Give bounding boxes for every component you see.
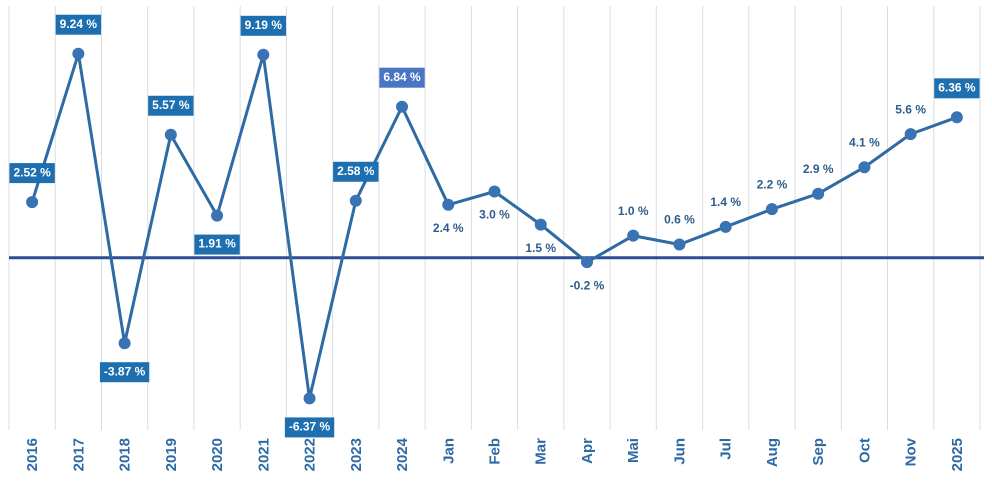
data-label: -6.37 % [284,417,335,438]
data-point [812,187,825,200]
data-point [765,203,778,216]
data-label: 4.1 % [849,135,880,149]
data-point [904,128,917,141]
data-label-text: 1.5 % [525,241,556,255]
data-label: 1.91 % [194,234,240,255]
x-tick-label: Sep [810,438,827,466]
data-point [303,392,316,405]
x-tick-label: Mai [625,438,642,463]
x-tick-label: 2016 [24,438,41,471]
data-label-box [934,78,980,99]
data-label: -0.2 % [570,278,605,292]
x-tick-label: 2023 [348,438,365,471]
data-label: 9.19 % [240,15,286,36]
x-tick-label: Feb [487,438,504,465]
data-label-text: 0.6 % [664,213,695,227]
data-label-box [9,163,55,184]
data-point [72,47,85,60]
data-point [349,194,362,207]
data-label: 1.5 % [525,241,556,255]
data-label: 5.6 % [895,102,926,116]
gridlines [8,6,981,430]
data-label-text: 4.1 % [849,135,880,149]
data-label-box [148,95,194,116]
data-label: 6.84 % [379,67,425,88]
x-tick-label: 2025 [949,438,966,471]
data-label-text: 5.6 % [895,102,926,116]
data-label-text: 2.52 % [13,165,51,179]
x-tick-label: Apr [579,438,596,464]
data-point [580,256,593,269]
data-label-box [333,161,379,182]
data-label-box [194,234,240,255]
x-tick-label: Jan [440,438,457,464]
data-label: 2.58 % [333,161,379,182]
data-point [442,198,455,211]
data-label-text: 6.36 % [938,80,976,94]
data-label: 5.57 % [148,95,194,116]
data-label-text: 5.57 % [152,98,190,112]
data-label: 0.6 % [664,213,695,227]
data-point [673,238,686,251]
data-point [719,220,732,233]
data-label: 3.0 % [479,208,510,222]
data-label: -3.87 % [99,362,150,383]
data-point [118,337,131,350]
x-tick-label: 2018 [117,438,134,471]
x-tick-label: Nov [903,437,920,466]
data-label-box [284,417,335,438]
data-label-text: 2.9 % [803,162,834,176]
data-point [858,161,871,174]
data-point [211,209,224,222]
data-label-text: 2.2 % [757,177,788,191]
data-label: 2.4 % [433,221,464,235]
data-label-text: -6.37 % [289,420,331,434]
x-tick-label: Mar [533,438,550,465]
data-label-text: 9.24 % [60,17,98,31]
data-label: 2.52 % [9,163,55,184]
data-point [257,48,270,61]
data-label-box [55,14,102,35]
data-point [534,218,547,231]
data-label: 6.36 % [934,78,980,99]
data-label: 1.4 % [710,195,741,209]
x-tick-label: 2022 [302,438,319,471]
data-point [488,185,501,198]
data-label: 9.24 % [55,14,102,35]
data-label-text: -3.87 % [104,364,146,378]
data-point [627,229,640,242]
x-tick-label: Oct [856,438,873,463]
data-point [396,100,409,113]
data-label: 1.0 % [618,204,649,218]
data-points [26,47,963,405]
x-axis-ticks: 2016 2017 2018 2019 2020 2021 2022 2023 2024 Jan F… [24,437,966,471]
data-label-text: 9.19 % [245,18,283,32]
data-label-text: 1.91 % [198,237,236,251]
data-point [950,111,963,124]
x-tick-label: 2019 [163,438,180,471]
x-tick-label: Jul [718,438,735,460]
data-label-text: 1.0 % [618,204,649,218]
data-label-text: 6.84 % [383,70,421,84]
data-labels: 2.52 % 9.24 % -3.87 % 5.57 % 1.91 % 9.19 % -6.… [9,14,980,438]
data-label-box [99,362,150,383]
data-label-text: 1.4 % [710,195,741,209]
data-label: 2.9 % [803,162,834,176]
x-tick-label: Jun [671,438,688,465]
data-label-text: 3.0 % [479,208,510,222]
data-label-text: 2.58 % [337,164,375,178]
x-tick-label: 2017 [70,438,87,471]
data-point [164,128,177,141]
data-label-box [379,67,425,88]
x-tick-label: 2020 [209,438,226,471]
data-point [26,196,39,209]
data-label-text: -0.2 % [570,278,605,292]
x-tick-label: 2024 [394,437,411,471]
data-label-text: 2.4 % [433,221,464,235]
data-label: 2.2 % [757,177,788,191]
data-label-box [240,15,286,36]
x-tick-label: 2021 [255,438,272,471]
x-tick-label: Aug [764,438,781,467]
